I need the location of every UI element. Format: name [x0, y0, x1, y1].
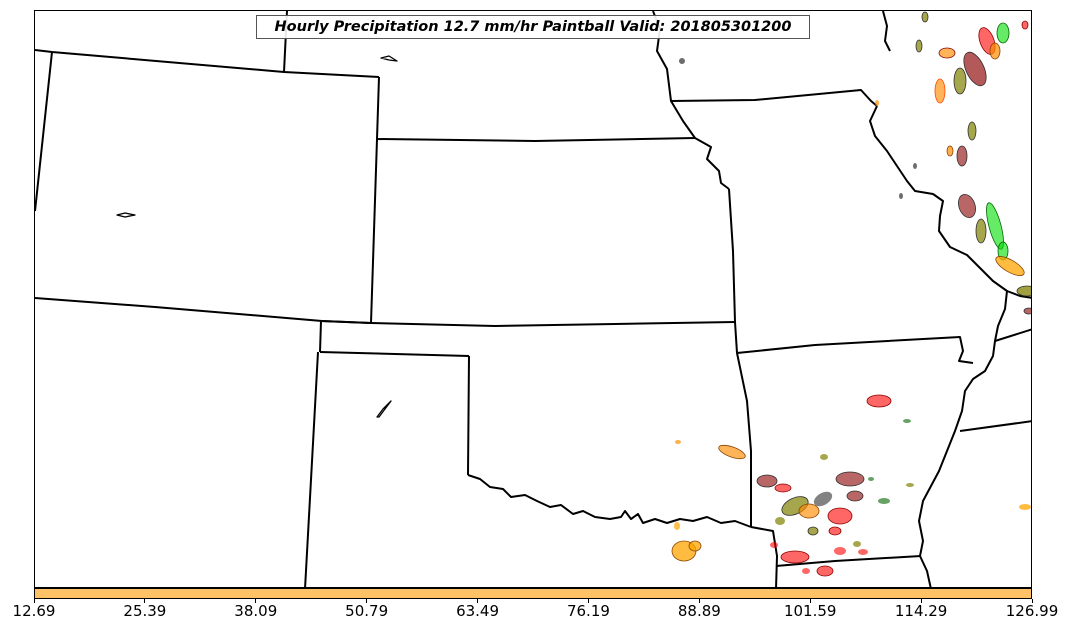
colorbar-tick-mark	[920, 599, 922, 603]
border-mississippi-river	[869, 105, 1008, 587]
border-missouri-arkansas	[736, 336, 974, 364]
border-texas-west	[304, 351, 319, 587]
colorbar-tick-mark	[33, 599, 35, 603]
precip-paintballs	[671, 11, 1031, 577]
border-kansas-east	[728, 188, 736, 323]
colorbar-tick-label: 38.09	[234, 602, 278, 620]
colorbar-tick-mark	[698, 599, 700, 603]
border-colorado-south	[35, 297, 372, 324]
border-missouri-river	[652, 11, 730, 190]
colorbar-tick-label: 88.89	[677, 602, 721, 620]
border-texas-panhandle-north	[319, 351, 470, 357]
map-panel	[34, 10, 1032, 588]
colorbar-tick-mark	[366, 599, 368, 603]
border-illinois-river	[882, 11, 891, 52]
lake-reservoir-1	[116, 212, 136, 218]
colorbar-tick-label: 76.19	[566, 602, 610, 620]
border-oklahoma-east	[734, 321, 752, 527]
border-nebraska-kansas	[376, 137, 696, 142]
border-utah-wyoming	[35, 51, 53, 212]
colorbar-tick-mark	[587, 599, 589, 603]
border-colorado-east	[370, 76, 380, 324]
state-borders	[35, 11, 1031, 587]
border-iowa-missouri	[670, 89, 878, 107]
lake-reservoir-2	[380, 55, 398, 62]
border-oklahoma-panhandle	[319, 320, 322, 353]
map-canvas	[35, 11, 1031, 587]
colorbar-tick-label: 12.69	[12, 602, 56, 620]
border-kentucky	[994, 328, 1031, 342]
border-texas-arkansas	[750, 526, 778, 587]
border-red-river	[467, 474, 752, 528]
border-ohio-river	[1006, 290, 1031, 299]
map-title: Hourly Precipitation 12.7 mm/hr Paintbal…	[256, 15, 810, 39]
colorbar-tick-mark	[809, 599, 811, 603]
colorbar-tick-label: 63.49	[456, 602, 500, 620]
border-kansas-south	[320, 320, 736, 327]
lake-reservoir-3	[376, 400, 392, 418]
colorbar-tick-label: 101.59	[783, 602, 837, 620]
border-colorado-north	[35, 49, 380, 78]
border-texas-panhandle-east	[467, 355, 470, 476]
colorbar-tick-label: 25.39	[123, 602, 167, 620]
colorbar-tick-mark	[144, 599, 146, 603]
border-louisiana-north	[775, 555, 922, 567]
border-tennessee-arkansas	[959, 420, 1031, 432]
colorbar-tick-mark	[255, 599, 257, 603]
colorbar-tick-mark	[477, 599, 479, 603]
colorbar-tick-label: 114.29	[894, 602, 948, 620]
colorbar	[34, 588, 1032, 599]
colorbar-tick-label: 50.79	[345, 602, 389, 620]
colorbar-tick-mark	[1031, 599, 1033, 603]
colorbar-tick-label: 126.99	[1005, 602, 1059, 620]
